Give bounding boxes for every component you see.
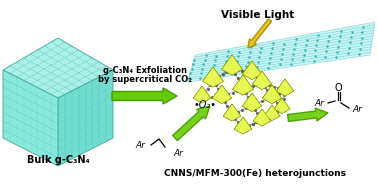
Polygon shape [223,104,232,116]
Polygon shape [203,76,223,87]
Text: •O₂•: •O₂• [194,100,217,110]
FancyArrow shape [173,106,210,141]
Polygon shape [222,64,242,75]
Polygon shape [253,79,272,90]
Polygon shape [276,79,285,91]
Polygon shape [193,86,211,103]
Polygon shape [253,109,271,126]
FancyArrow shape [112,88,177,104]
Polygon shape [242,61,262,80]
Polygon shape [232,55,242,69]
Polygon shape [213,67,223,81]
Polygon shape [276,79,294,96]
Polygon shape [264,105,280,121]
Polygon shape [242,93,252,106]
Polygon shape [274,98,282,109]
Polygon shape [276,87,294,96]
Polygon shape [272,85,282,98]
Polygon shape [203,67,213,81]
Polygon shape [212,93,232,104]
Polygon shape [193,94,211,103]
Polygon shape [243,75,253,89]
Polygon shape [3,38,113,98]
Polygon shape [242,61,252,74]
Polygon shape [234,125,252,134]
Polygon shape [222,55,232,69]
Polygon shape [223,112,241,121]
Text: Ar: Ar [314,100,324,109]
Polygon shape [264,112,280,121]
Polygon shape [212,85,232,104]
Polygon shape [212,85,222,98]
Polygon shape [253,71,262,84]
Polygon shape [202,86,211,98]
Text: Ar: Ar [352,105,362,114]
Polygon shape [274,98,290,114]
Text: by supercritical CO₂: by supercritical CO₂ [98,75,192,84]
Text: Ar: Ar [135,141,145,149]
Polygon shape [272,105,280,116]
Text: Visible Light: Visible Light [222,10,294,20]
Polygon shape [262,85,272,98]
Text: CNNS/MFM-300(Fe) heterojunctions: CNNS/MFM-300(Fe) heterojunctions [164,169,346,178]
Polygon shape [242,101,262,112]
Polygon shape [253,117,271,126]
Polygon shape [262,93,282,104]
Polygon shape [253,109,262,121]
Text: Bulk g-C₃N₄: Bulk g-C₃N₄ [26,155,89,165]
Polygon shape [232,84,253,95]
Polygon shape [242,93,262,112]
Polygon shape [252,61,262,74]
Text: g-C₃N₄ Exfoliation: g-C₃N₄ Exfoliation [103,66,187,75]
Polygon shape [243,117,252,129]
Polygon shape [222,55,242,75]
Polygon shape [222,85,232,98]
Text: Ar: Ar [173,148,183,158]
Polygon shape [188,22,375,82]
Polygon shape [242,69,262,80]
Polygon shape [262,85,282,104]
Polygon shape [3,70,58,166]
Polygon shape [223,104,241,121]
Polygon shape [274,105,290,114]
Polygon shape [262,109,271,121]
Polygon shape [264,105,272,116]
Polygon shape [232,75,253,95]
Text: O: O [334,83,342,93]
Polygon shape [234,117,243,129]
FancyArrow shape [288,108,328,121]
Polygon shape [282,98,290,109]
Polygon shape [253,71,272,90]
Polygon shape [193,86,202,98]
Polygon shape [232,75,243,89]
Polygon shape [252,93,262,106]
FancyArrow shape [248,19,271,48]
Polygon shape [232,104,241,116]
Polygon shape [262,71,272,84]
Polygon shape [234,117,252,134]
Polygon shape [58,70,113,166]
Polygon shape [285,79,294,91]
Polygon shape [203,67,223,87]
